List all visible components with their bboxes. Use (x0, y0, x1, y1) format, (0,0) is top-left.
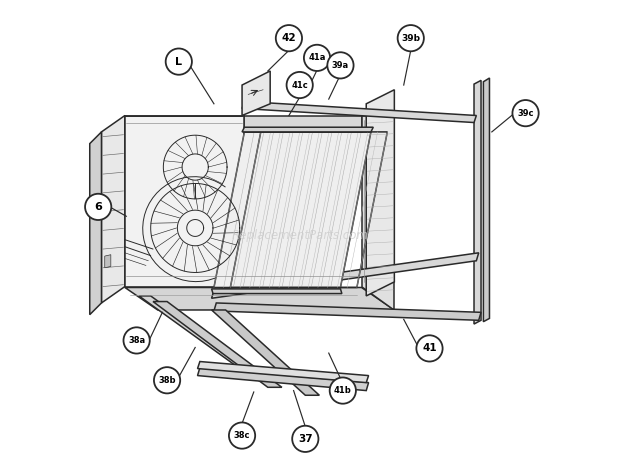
Polygon shape (90, 132, 102, 314)
Text: 41c: 41c (291, 80, 308, 90)
Polygon shape (125, 116, 244, 287)
Polygon shape (153, 302, 282, 387)
Circle shape (304, 45, 330, 71)
Text: 6: 6 (94, 202, 102, 212)
Circle shape (513, 100, 539, 126)
Polygon shape (214, 132, 371, 288)
Circle shape (166, 48, 192, 75)
Polygon shape (214, 303, 481, 320)
Polygon shape (198, 361, 368, 383)
Polygon shape (211, 289, 342, 294)
Polygon shape (242, 127, 373, 132)
Circle shape (123, 327, 150, 353)
Text: 38a: 38a (128, 336, 145, 345)
Polygon shape (125, 116, 244, 132)
Polygon shape (242, 71, 270, 116)
Polygon shape (361, 116, 394, 310)
Circle shape (327, 52, 353, 78)
Text: L: L (175, 56, 182, 67)
Circle shape (229, 423, 255, 449)
Polygon shape (125, 288, 394, 310)
Circle shape (85, 194, 112, 220)
Text: 41b: 41b (334, 386, 352, 395)
Polygon shape (198, 368, 368, 391)
Text: 39b: 39b (401, 34, 420, 43)
Circle shape (417, 335, 443, 361)
Polygon shape (242, 102, 476, 123)
Polygon shape (211, 310, 319, 395)
Text: 39a: 39a (332, 61, 349, 70)
Text: 38c: 38c (234, 431, 250, 440)
Text: 38b: 38b (158, 376, 176, 385)
Circle shape (286, 72, 313, 98)
Polygon shape (474, 80, 481, 324)
Circle shape (154, 367, 180, 393)
Circle shape (397, 25, 424, 51)
Circle shape (276, 25, 302, 51)
Text: 39c: 39c (517, 109, 534, 118)
Text: 41a: 41a (308, 54, 326, 63)
Text: 42: 42 (281, 33, 296, 43)
Text: 37: 37 (298, 434, 312, 444)
Text: ReplacementParts.com: ReplacementParts.com (232, 228, 369, 242)
Polygon shape (139, 296, 252, 368)
Polygon shape (484, 78, 489, 321)
Circle shape (292, 426, 319, 452)
Polygon shape (244, 116, 361, 132)
Circle shape (330, 377, 356, 404)
Polygon shape (211, 253, 479, 298)
Text: 41: 41 (422, 344, 437, 353)
Polygon shape (105, 255, 111, 268)
Polygon shape (366, 90, 394, 296)
Polygon shape (102, 116, 125, 303)
